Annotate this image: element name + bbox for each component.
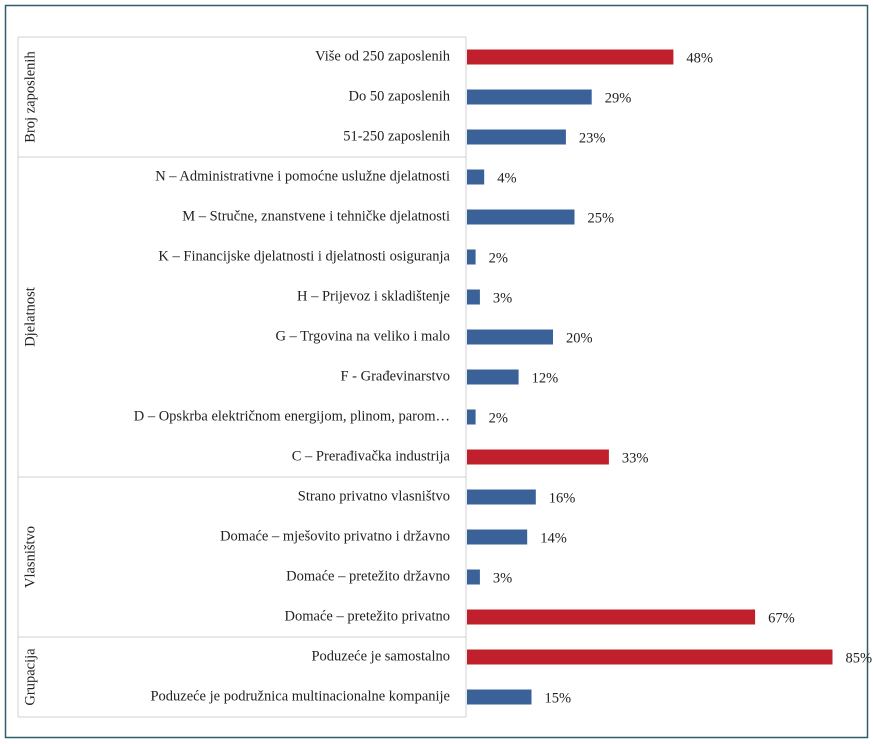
value-label: 67% bbox=[768, 610, 795, 626]
value-label: 14% bbox=[540, 530, 567, 546]
value-label: 16% bbox=[549, 490, 576, 506]
bar bbox=[467, 49, 674, 65]
value-label: 33% bbox=[622, 450, 649, 466]
value-label: 25% bbox=[588, 210, 615, 226]
category-label: Više od 250 zaposlenih bbox=[315, 48, 451, 64]
bar bbox=[467, 409, 476, 425]
category-label: N – Administrativne i pomoćne uslužne dj… bbox=[155, 168, 450, 184]
value-label: 15% bbox=[545, 690, 572, 706]
category-label: F - Građevinarstvo bbox=[340, 368, 450, 384]
bar bbox=[467, 169, 485, 185]
group-label: Vlasništvo bbox=[22, 526, 38, 588]
value-label: 12% bbox=[532, 370, 559, 386]
bar bbox=[467, 529, 528, 545]
category-label: Poduzeće je samostalno bbox=[311, 648, 450, 664]
value-label: 2% bbox=[489, 250, 508, 266]
category-label: D – Opskrba električnom energijom, plino… bbox=[134, 408, 450, 424]
bar bbox=[467, 289, 480, 305]
bar bbox=[467, 609, 756, 625]
bar bbox=[467, 209, 575, 225]
value-label: 48% bbox=[686, 50, 713, 66]
group-label: Broj zaposlenih bbox=[22, 51, 38, 143]
value-label: 20% bbox=[566, 330, 593, 346]
value-label: 29% bbox=[605, 90, 632, 106]
category-label: C – Prerađivačka industrija bbox=[292, 448, 451, 464]
value-label: 85% bbox=[846, 650, 873, 666]
bar bbox=[467, 449, 609, 465]
value-label: 4% bbox=[497, 170, 516, 186]
group-label: Grupacija bbox=[22, 648, 38, 706]
bar bbox=[467, 89, 592, 105]
bar bbox=[467, 129, 566, 145]
bar bbox=[467, 489, 536, 505]
category-label: Domaće – pretežito državno bbox=[286, 568, 450, 584]
value-label: 3% bbox=[493, 290, 512, 306]
value-label: 2% bbox=[489, 410, 508, 426]
value-label: 23% bbox=[579, 130, 606, 146]
category-label: 51-250 zaposlenih bbox=[343, 128, 450, 144]
category-label: Domaće – pretežito privatno bbox=[285, 608, 450, 624]
category-label: K – Financijske djelatnosti i djelatnost… bbox=[158, 248, 450, 264]
category-label: Domaće – mješovito privatno i državno bbox=[220, 528, 450, 544]
value-label: 3% bbox=[493, 570, 512, 586]
group-label: Djelatnost bbox=[22, 287, 38, 347]
category-label: Do 50 zaposlenih bbox=[349, 88, 451, 104]
bar bbox=[467, 249, 476, 265]
category-label: H – Prijevoz i skladištenje bbox=[297, 288, 450, 304]
bar bbox=[467, 649, 833, 665]
category-label: M – Stručne, znanstvene i tehničke djela… bbox=[182, 208, 450, 224]
bar bbox=[467, 329, 553, 345]
category-label: Strano privatno vlasništvo bbox=[298, 488, 450, 504]
bar bbox=[467, 569, 480, 585]
category-label: G – Trgovina na veliko i malo bbox=[275, 328, 450, 344]
bar bbox=[467, 689, 532, 705]
category-label: Poduzeće je podružnica multinacionalne k… bbox=[150, 688, 450, 704]
bar bbox=[467, 369, 519, 385]
